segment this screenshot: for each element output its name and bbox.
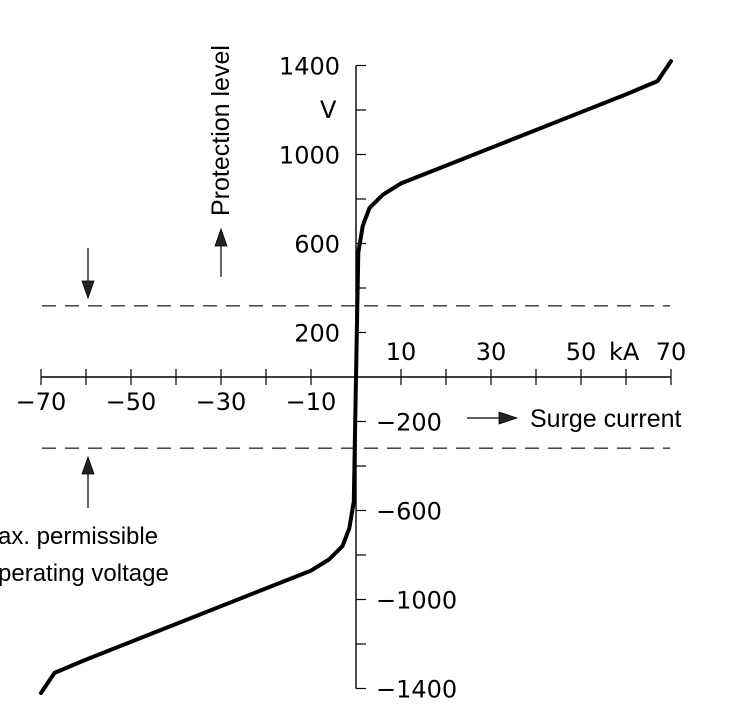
x-tick-label: 50 — [566, 338, 597, 366]
y-title-arrow-head — [214, 227, 228, 247]
series — [39, 59, 673, 695]
y-tick-label: −1000 — [376, 587, 457, 615]
lower-limit-arrow-head — [81, 455, 95, 475]
x-tick-label: −30 — [196, 388, 247, 416]
x-tick-label: −70 — [16, 388, 67, 416]
series-line — [39, 59, 673, 695]
x-title-arrow-head — [498, 411, 519, 425]
y-tick-label: −200 — [376, 409, 442, 437]
y-tick-label: 200 — [294, 320, 340, 348]
tick-labels: 10 30 50 70 −70 −50 −30 −10 1400 1000 600 200 −200 −6… — [16, 53, 687, 704]
x-tick-label: 30 — [476, 338, 507, 366]
y-unit-label: V — [320, 96, 337, 124]
x-tick-label: 10 — [386, 338, 417, 366]
ticks — [40, 64, 672, 690]
x-tick-label: −50 — [106, 388, 157, 416]
y-tick-label: 600 — [294, 231, 340, 259]
y-tick-label: −1400 — [376, 676, 457, 704]
y-tick-label: −600 — [376, 498, 442, 526]
y-tick-label: 1000 — [279, 142, 340, 170]
x-tick-label: 70 — [656, 338, 687, 366]
annotation-line-2: perating voltage — [0, 560, 169, 587]
reference-lines — [42, 305, 670, 449]
upper-limit-arrow-head — [81, 280, 95, 300]
x-unit-label: kA — [609, 338, 640, 366]
annotations: Protection level V kA Surge current ax. … — [0, 45, 682, 587]
x-tick-label: −10 — [286, 388, 337, 416]
x-axis-title: Surge current — [530, 405, 682, 433]
y-axis-title: Protection level — [207, 45, 235, 216]
y-tick-label: 1400 — [279, 53, 340, 81]
annotation-line-1: ax. permissible — [0, 523, 158, 550]
